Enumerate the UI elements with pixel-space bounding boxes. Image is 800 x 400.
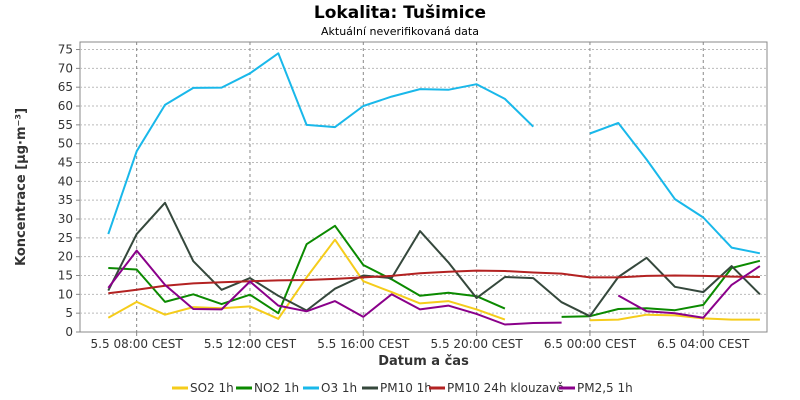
y-axis-title: Koncentrace [µg·m⁻³] <box>14 108 29 266</box>
legend-label-pm2-5-1h: PM2,5 1h <box>577 381 633 395</box>
legend-label-pm10-1h: PM10 1h <box>380 381 432 395</box>
series-line-no2-1h <box>561 259 761 318</box>
y-tick-label: 65 <box>58 80 73 94</box>
y-tick-label: 55 <box>58 118 73 132</box>
y-tick-label: 10 <box>58 287 73 301</box>
series-line-pm10-24h-klouzav <box>108 269 760 295</box>
y-tick-label: 5 <box>65 306 73 320</box>
series-line-pm10-1h <box>107 201 761 318</box>
series-line-so2-1h <box>107 238 506 321</box>
legend-label-so2-1h: SO2 1h <box>190 381 234 395</box>
chart-subtitle: Aktuální neverifikovaná data <box>321 25 479 38</box>
series-line-pm2-5-1h <box>107 249 562 326</box>
legend: SO2 1h NO2 1h O3 1h PM10 1h PM10 24h klouzav… <box>172 381 633 395</box>
series-line-o3-1h <box>589 122 761 255</box>
x-tick-label: 5.5 12:00 CEST <box>204 337 297 351</box>
y-tick-label: 40 <box>58 174 73 188</box>
y-tick-label: 35 <box>58 193 73 207</box>
y-tick-label: 60 <box>58 99 73 113</box>
y-tick-label: 50 <box>58 137 73 151</box>
x-tick-label: 6.5 04:00 CEST <box>657 337 750 351</box>
y-tick-label: 70 <box>58 61 73 75</box>
y-tick-label: 15 <box>58 269 73 283</box>
plot-area <box>79 41 768 333</box>
series-line-no2-1h <box>108 224 506 315</box>
y-tick-label: 25 <box>58 231 73 245</box>
chart-title: Lokalita: Tušimice <box>314 3 486 23</box>
x-axis-title: Datum a čas <box>378 354 469 369</box>
tick-labels: 0 5 10 15 20 25 30 35 40 45 50 55 60 65 70 75 5.5 08:00 … <box>58 43 750 351</box>
y-tick-label: 75 <box>58 43 73 57</box>
legend-label-pm10-24h-klouzav: PM10 24h klouzavě <box>447 381 564 395</box>
y-tick-label: 45 <box>58 156 73 170</box>
y-tick-label: 20 <box>58 250 73 264</box>
y-tick-label: 0 <box>65 325 73 339</box>
x-tick-label: 5.5 16:00 CEST <box>317 337 410 351</box>
x-tick-label: 5.5 08:00 CEST <box>91 337 184 351</box>
series-lines <box>107 52 761 326</box>
series-line-so2-1h <box>589 313 760 322</box>
x-tick-label: 5.5 20:00 CEST <box>431 337 524 351</box>
series-line-pm2-5-1h <box>617 265 761 319</box>
series-line-o3-1h <box>107 52 534 235</box>
legend-label-no2-1h: NO2 1h <box>254 381 299 395</box>
x-tick-label: 6.5 00:00 CEST <box>544 337 637 351</box>
y-tick-label: 30 <box>58 212 73 226</box>
legend-label-o3-1h: O3 1h <box>321 381 357 395</box>
